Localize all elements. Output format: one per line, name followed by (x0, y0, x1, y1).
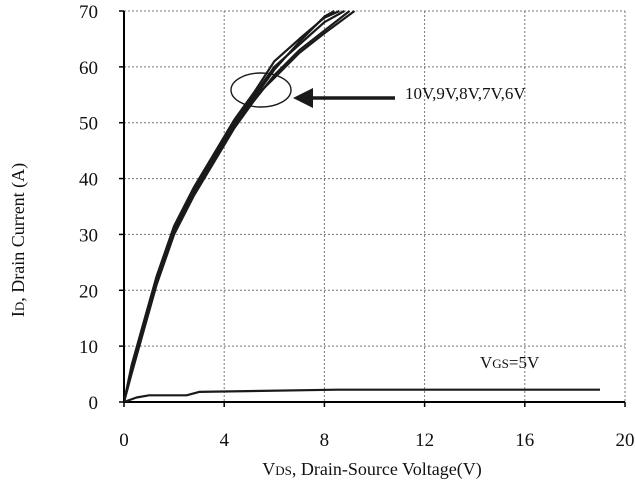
y-tick-label: 0 (89, 393, 99, 414)
x-tick-label: 20 (616, 430, 635, 451)
y-axis-label: ID, Drain Current (A) (8, 163, 29, 317)
y-tick-label: 30 (79, 225, 98, 246)
x-axis-label-rest: , Drain-Source Voltage(V) (292, 459, 482, 480)
y-tick-label: 50 (79, 114, 98, 135)
series-line-7v (124, 10, 351, 402)
axis-layer: 0 4 8 12 16 20 0 10 20 30 40 50 60 70 (79, 2, 635, 451)
series-layer (124, 10, 600, 402)
vgs5-label-rest: =5V (509, 353, 540, 372)
grid-layer (124, 10, 626, 402)
y-axis-label-main: I (8, 311, 28, 317)
x-tick-label: 16 (515, 430, 534, 451)
x-axis-label-sub: DS (275, 463, 292, 478)
annotation-arrow-head (293, 88, 313, 108)
y-tick-label: 10 (79, 337, 98, 358)
vgs5-label-main: V (480, 353, 493, 372)
x-tick-label: 4 (219, 430, 229, 451)
y-tick-label: 40 (79, 170, 98, 191)
x-axis-label-main: V (262, 459, 275, 479)
curve-group-ellipse (230, 72, 292, 108)
y-tick-label: 20 (79, 281, 98, 302)
vgs5-label-sub: GS (492, 356, 509, 371)
series-line-10v (124, 10, 345, 402)
y-tick-label: 70 (79, 2, 98, 23)
series-line-vgs-5v (124, 388, 600, 402)
y-axis-label-rest: , Drain Current (A) (8, 163, 29, 302)
x-tick-label: 0 (119, 430, 129, 451)
annotation-layer: 10V,9V,8V,7V,6V VGS=5V (230, 72, 540, 372)
series-line-9v (124, 10, 340, 402)
x-axis-label: VDS, Drain-Source Voltage(V) (262, 459, 481, 480)
series-line-8v (124, 10, 335, 402)
x-tick-label: 8 (320, 430, 330, 451)
series-line-6v (124, 10, 356, 402)
x-tick-label: 12 (415, 430, 434, 451)
vgs5-label: VGS=5V (480, 353, 540, 372)
curve-group-label: 10V,9V,8V,7V,6V (405, 84, 526, 103)
y-axis-label-sub: D (12, 302, 27, 311)
y-tick-label: 60 (79, 58, 98, 79)
